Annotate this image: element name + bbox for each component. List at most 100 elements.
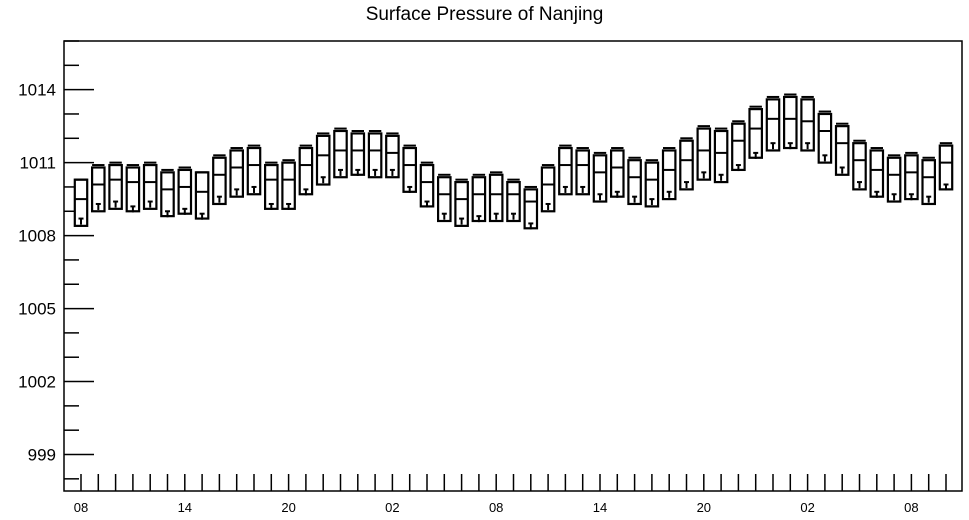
- box-item: [696, 125, 712, 181]
- box-item: [886, 154, 902, 203]
- box-item: [333, 127, 348, 179]
- box-item: [367, 130, 383, 179]
- box-body: [800, 98, 815, 152]
- box-body: [575, 149, 590, 196]
- box-body: [281, 161, 296, 210]
- box-item: [454, 178, 469, 227]
- box-item: [661, 147, 677, 201]
- box-body: [315, 134, 331, 186]
- box-item: [852, 139, 867, 191]
- box-item: [523, 185, 539, 230]
- box-body: [125, 166, 141, 213]
- box-item: [506, 178, 521, 223]
- box-item: [142, 161, 158, 210]
- chart-title: Surface Pressure of Nanjing: [365, 4, 604, 25]
- y-tick-label: 1011: [19, 154, 56, 173]
- box-body: [90, 166, 106, 213]
- box-item: [73, 178, 89, 227]
- box-body: [160, 171, 175, 218]
- box-body: [229, 149, 244, 198]
- box-item: [592, 151, 608, 203]
- box-body: [644, 161, 660, 208]
- y-axis: 999 1002 1005 1008 1011 1014: [18, 40, 94, 480]
- box-item: [264, 161, 279, 210]
- box-body: [817, 112, 833, 164]
- box-item: [177, 166, 193, 215]
- box-body: [488, 173, 504, 223]
- y-tick-label: 999: [28, 446, 56, 465]
- box-item: [869, 147, 885, 198]
- x-tick-label: 08: [904, 500, 918, 515]
- box-item: [800, 95, 815, 152]
- box-body: [748, 108, 763, 159]
- box-body: [454, 180, 469, 227]
- box-item: [90, 164, 106, 213]
- y-tick-label: 1005: [18, 300, 56, 319]
- box-item: [904, 151, 919, 201]
- box-body: [333, 129, 348, 179]
- box-item: [402, 144, 417, 193]
- box-body: [246, 146, 262, 196]
- x-tick-label: 02: [800, 500, 814, 515]
- box-body: [609, 149, 625, 198]
- box-body: [921, 159, 936, 206]
- y-tick-label: 1008: [18, 227, 56, 246]
- box-item: [298, 144, 314, 196]
- box-item: [246, 144, 262, 196]
- box-body: [385, 134, 400, 179]
- box-body: [177, 168, 193, 215]
- x-axis: 08 14 20 02 08 14 20 02 08: [74, 474, 947, 515]
- box-body: [713, 129, 729, 184]
- box-body: [194, 171, 210, 220]
- box-item: [834, 122, 850, 176]
- box-body: [834, 125, 850, 176]
- box-body: [471, 176, 487, 223]
- box-body: [592, 154, 608, 203]
- box-body: [506, 180, 521, 223]
- box-body: [679, 139, 694, 191]
- box-item: [488, 171, 504, 223]
- box-body: [869, 149, 885, 198]
- box-body: [782, 95, 798, 150]
- box-body: [904, 154, 919, 201]
- box-body: [212, 156, 227, 206]
- box-body: [558, 146, 573, 196]
- x-tick-label: 02: [385, 500, 399, 515]
- box-body: [142, 163, 158, 210]
- x-tick-label: 08: [489, 500, 503, 515]
- box-body: [765, 98, 781, 152]
- box-item: [713, 127, 729, 184]
- box-body: [402, 146, 417, 193]
- box-item: [644, 159, 660, 208]
- box-body: [264, 163, 279, 210]
- box-item: [212, 154, 227, 206]
- box-item: [419, 161, 435, 208]
- box-item: [938, 142, 954, 191]
- box-body: [298, 146, 314, 196]
- plot-frame: [63, 40, 963, 492]
- box-item: [385, 132, 400, 179]
- box-item: [540, 164, 556, 213]
- box-item: [437, 173, 452, 223]
- box-item: [782, 93, 798, 150]
- box-item: [627, 156, 642, 206]
- box-item: [194, 171, 210, 220]
- box-body: [350, 132, 366, 176]
- box-body: [661, 149, 677, 201]
- box-item: [921, 156, 936, 206]
- box-body: [627, 159, 642, 206]
- x-tick-label: 20: [697, 500, 711, 515]
- boxes-group: [73, 93, 954, 230]
- x-tick-label: 08: [74, 500, 88, 515]
- x-tick-label: 14: [593, 500, 607, 515]
- box-body: [419, 163, 435, 208]
- box-item: [765, 95, 781, 152]
- box-body: [852, 142, 867, 191]
- box-body: [108, 163, 123, 210]
- box-body: [731, 122, 746, 172]
- y-tick-label: 1014: [18, 81, 56, 100]
- box-item: [609, 147, 625, 198]
- box-item: [471, 173, 487, 223]
- box-item: [817, 110, 833, 164]
